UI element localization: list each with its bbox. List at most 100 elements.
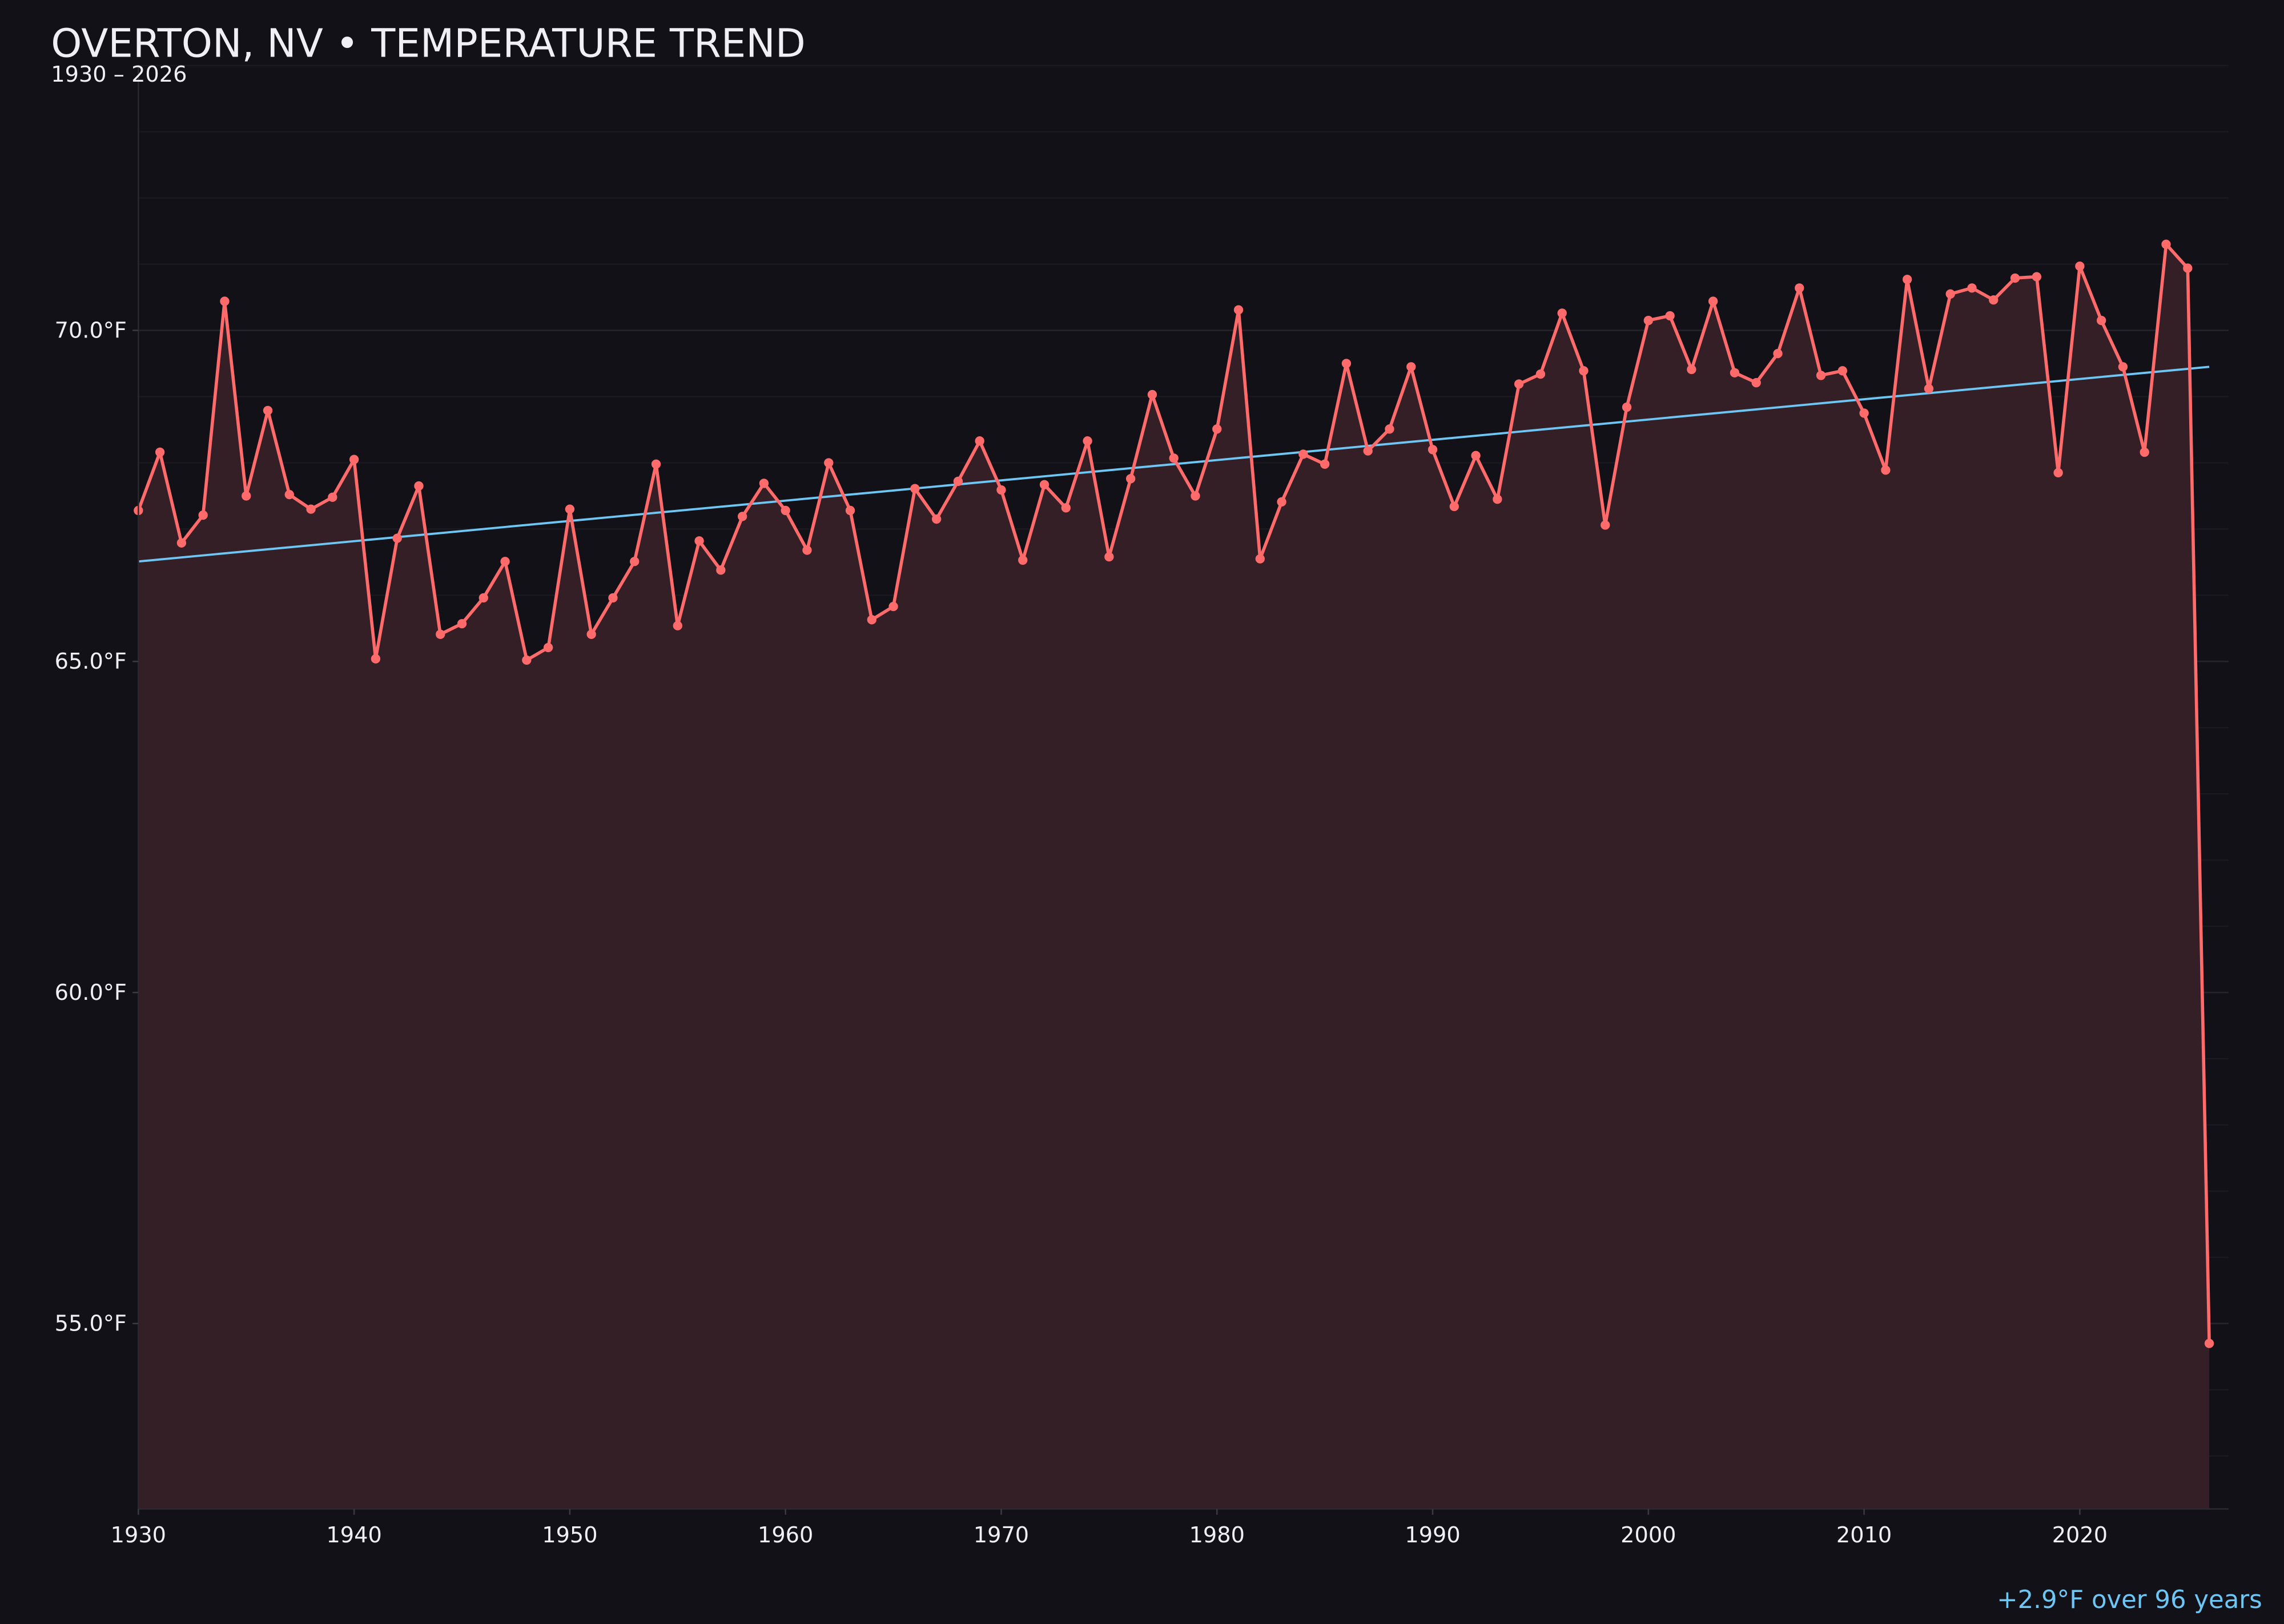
data-point	[392, 533, 402, 543]
data-point	[1363, 446, 1373, 456]
y-tick-label: 70.0°F	[55, 317, 127, 343]
data-point	[1903, 275, 1912, 284]
trend-annotation: +2.9°F over 96 years	[1997, 1586, 2262, 1614]
x-tick-label: 1950	[542, 1522, 597, 1548]
data-point	[2204, 1338, 2214, 1348]
data-point	[694, 536, 704, 546]
data-point	[2032, 272, 2041, 282]
data-point	[1816, 371, 1826, 380]
data-point	[586, 629, 596, 639]
data-point	[1535, 369, 1546, 379]
data-point	[802, 545, 812, 555]
data-point	[1989, 295, 1998, 305]
data-point	[1773, 349, 1783, 359]
data-point	[1795, 283, 1804, 293]
data-point	[306, 504, 316, 514]
data-point	[1514, 379, 1524, 389]
data-point	[1212, 424, 1222, 434]
x-tick-label: 2010	[1836, 1522, 1892, 1548]
y-tick-label: 60.0°F	[55, 980, 127, 1006]
data-point	[953, 476, 963, 487]
data-point	[1255, 554, 1265, 564]
data-point	[931, 514, 942, 524]
data-point	[1083, 436, 1092, 446]
data-point	[1341, 359, 1352, 368]
data-point	[824, 458, 834, 468]
data-point	[1233, 305, 1244, 315]
data-point	[608, 593, 618, 603]
data-point	[1147, 389, 1157, 400]
data-point	[220, 296, 230, 306]
data-point	[2053, 468, 2063, 478]
data-point	[1643, 316, 1653, 325]
data-point	[1945, 289, 1955, 299]
data-point	[1061, 503, 1071, 513]
data-point	[867, 615, 876, 625]
data-point	[1191, 491, 1200, 501]
data-point	[2097, 316, 2106, 325]
data-point	[975, 436, 984, 446]
data-point	[630, 557, 640, 566]
data-point	[1924, 384, 1934, 393]
data-point	[781, 505, 790, 516]
data-point	[1406, 362, 1416, 372]
data-point	[263, 405, 273, 416]
data-point	[651, 459, 661, 469]
x-tick-label: 1940	[326, 1522, 381, 1548]
data-point	[176, 538, 187, 548]
data-point	[328, 492, 337, 502]
x-tick-label: 1980	[1189, 1522, 1245, 1548]
data-point	[2010, 273, 2020, 283]
data-point	[759, 479, 769, 488]
data-point	[1493, 495, 1502, 504]
data-point	[371, 654, 381, 664]
area-fill	[138, 244, 2210, 1509]
data-point	[155, 447, 165, 457]
data-point	[198, 510, 208, 520]
trend-line	[138, 365, 2210, 563]
data-point	[1427, 445, 1438, 455]
data-point	[2183, 263, 2193, 273]
data-point	[2161, 239, 2171, 250]
data-point	[1018, 555, 1028, 565]
data-point	[349, 455, 359, 464]
data-point	[2075, 261, 2085, 271]
data-point	[1449, 501, 1459, 512]
data-point	[1557, 308, 1567, 318]
data-point	[910, 484, 920, 493]
data-point	[1320, 459, 1330, 469]
data-point	[1967, 283, 1977, 293]
data-point	[1039, 480, 1049, 489]
data-point	[1687, 364, 1696, 375]
data-point	[1751, 378, 1761, 388]
x-tick-label: 2020	[2052, 1522, 2108, 1548]
data-point	[414, 481, 424, 491]
data-point	[1125, 474, 1136, 484]
data-point	[888, 601, 898, 612]
data-point	[478, 593, 488, 603]
data-point	[1169, 453, 1179, 463]
y-ticks: 55.0°F 60.0°F 65.0°F 70.0°F	[55, 317, 139, 1337]
x-ticks: 1930 1940 1950 1960 1970 1980 1990 2000 2010 2020	[111, 1509, 2108, 1548]
chart-title: OVERTON, NV • TEMPERATURE TREND	[51, 21, 806, 66]
x-tick-label: 1970	[974, 1522, 1029, 1548]
data-point	[242, 491, 251, 501]
data-point	[1385, 424, 1394, 434]
data-point	[1859, 408, 1869, 418]
data-point	[716, 565, 726, 575]
data-point	[1730, 368, 1740, 377]
chart-subtitle: 1930 – 2026	[51, 62, 187, 87]
x-tick-label: 1960	[758, 1522, 813, 1548]
data-point	[2118, 362, 2128, 372]
data-point	[996, 485, 1006, 495]
data-point	[1837, 366, 1847, 376]
x-tick-label: 2000	[1620, 1522, 1676, 1548]
data-point	[284, 489, 294, 500]
data-point	[457, 619, 467, 629]
data-point	[845, 505, 855, 516]
data-point	[565, 504, 575, 514]
data-point	[1298, 449, 1308, 459]
data-point	[1277, 497, 1286, 507]
data-point	[1708, 296, 1718, 306]
